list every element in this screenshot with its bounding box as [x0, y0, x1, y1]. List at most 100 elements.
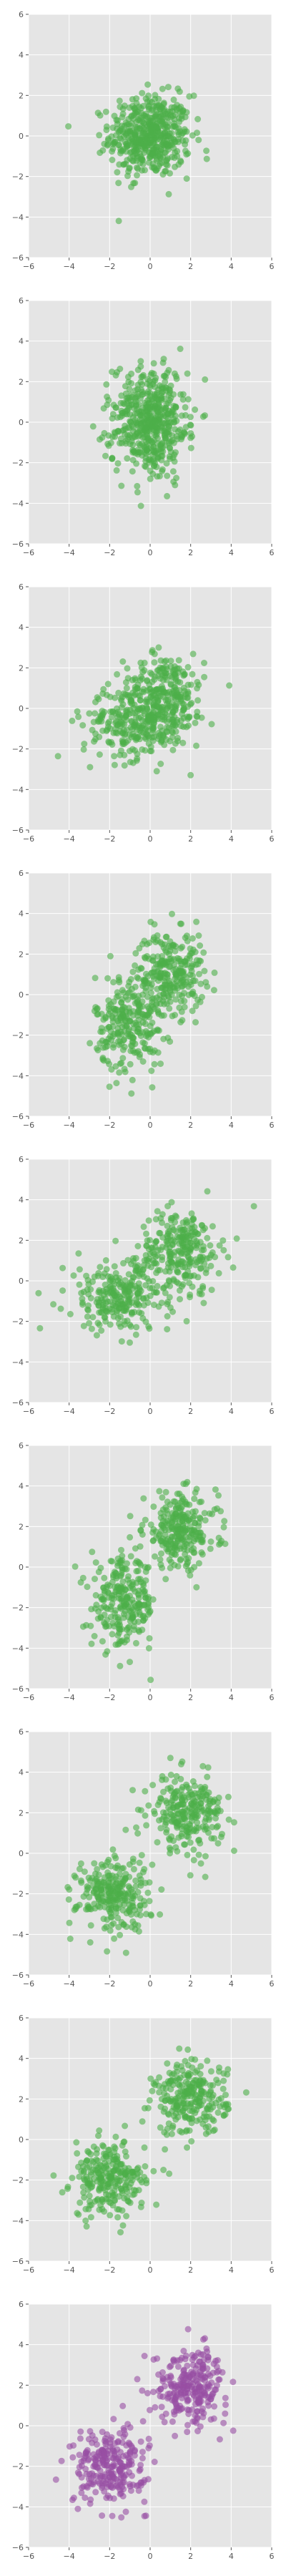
- scatter-point: [133, 95, 140, 102]
- scatter-point: [147, 1677, 154, 1684]
- scatter-point: [150, 1537, 157, 1544]
- scatter-point: [187, 2101, 194, 2108]
- scatter-point: [114, 2214, 122, 2221]
- scatter-point: [136, 1859, 143, 1866]
- scatter-point: [157, 117, 164, 124]
- scatter-point: [169, 432, 176, 439]
- scatter-point: [97, 436, 103, 443]
- scatter-point: [132, 1040, 139, 1048]
- scatter-point: [93, 2150, 100, 2157]
- scatter-point: [204, 1188, 211, 1195]
- scatter-point: [143, 1257, 150, 1264]
- scatter-point: [189, 2108, 196, 2115]
- scatter-point: [208, 1287, 215, 1294]
- scatter-point: [142, 2163, 149, 2170]
- scatter-point: [202, 979, 209, 986]
- scatter-point: [193, 2378, 200, 2385]
- scatter-point: [169, 2418, 176, 2425]
- scatter-point: [172, 449, 179, 456]
- scatter-point: [169, 910, 175, 917]
- scatter-point: [149, 1019, 156, 1026]
- scatter-point: [172, 722, 179, 729]
- scatter-point: [119, 712, 125, 719]
- scatter-point: [133, 109, 140, 115]
- x-tick-label: 0: [148, 2265, 153, 2275]
- scatter-point: [177, 1557, 184, 1563]
- scatter-point: [123, 2212, 130, 2220]
- scatter-point: [164, 1313, 171, 1319]
- scatter-point: [169, 667, 177, 674]
- scatter-point: [163, 460, 170, 467]
- scatter-point: [116, 1638, 123, 1645]
- scatter-point: [199, 413, 207, 420]
- scatter-point: [199, 1284, 207, 1292]
- scatter-point: [165, 2376, 172, 2384]
- scatter-point: [121, 161, 128, 168]
- scatter-point: [162, 379, 169, 386]
- scatter-point: [102, 1257, 109, 1264]
- scatter-point: [149, 151, 157, 158]
- scatter-point: [136, 1284, 143, 1291]
- scatter-point: [197, 1239, 204, 1246]
- x-tick-label: 2: [188, 548, 193, 557]
- scatter-point: [128, 401, 134, 409]
- scatter-point: [114, 169, 121, 176]
- scatter-point: [137, 1266, 144, 1273]
- scatter-point: [139, 2449, 146, 2456]
- scatter-point: [134, 482, 141, 489]
- scatter-point: [112, 433, 119, 440]
- scatter-point: [117, 1931, 124, 1938]
- scatter-point: [127, 2180, 134, 2187]
- scatter-point: [72, 1874, 79, 1881]
- scatter-point: [181, 1003, 188, 1010]
- scatter-point: [102, 1304, 109, 1312]
- scatter-point: [35, 1289, 42, 1297]
- scatter-point: [136, 945, 143, 952]
- scatter-point: [170, 96, 177, 103]
- scatter-point: [194, 960, 202, 967]
- scatter-point: [161, 713, 168, 721]
- scatter-point: [194, 2362, 201, 2368]
- scatter-point: [127, 1513, 134, 1520]
- scatter-point: [164, 1521, 170, 1528]
- scatter-point: [187, 444, 194, 452]
- scatter-point: [96, 751, 103, 758]
- scatter-point: [116, 1619, 123, 1625]
- scatter-point: [142, 2512, 149, 2519]
- scatter-point: [191, 2353, 197, 2361]
- x-tick-label: 0: [148, 1407, 153, 1416]
- scatter-point: [185, 1555, 192, 1562]
- scatter-point: [150, 449, 157, 455]
- x-tick-label: 0: [148, 834, 153, 844]
- scatter-point: [130, 692, 137, 699]
- scatter-point: [162, 1488, 169, 1496]
- scatter-point: [207, 2396, 214, 2403]
- scatter-point: [164, 2060, 171, 2067]
- scatter-point: [142, 1045, 149, 1052]
- scatter-point: [85, 1874, 92, 1881]
- scatter-point: [112, 1015, 119, 1022]
- scatter-point: [104, 1025, 111, 1032]
- scatter-point: [147, 918, 154, 925]
- scatter-point: [160, 356, 167, 363]
- scatter-point: [220, 1523, 227, 1531]
- scatter-point: [222, 2410, 229, 2417]
- y-tick-label: 2: [19, 1236, 24, 1245]
- scatter-point: [172, 996, 179, 1003]
- scatter-point: [118, 1000, 125, 1006]
- scatter-point: [196, 1290, 203, 1297]
- scatter-point: [177, 997, 184, 1005]
- scatter-point: [102, 452, 109, 459]
- scatter-point: [204, 2385, 212, 2392]
- scatter-point: [157, 1229, 164, 1236]
- scatter-point: [150, 1302, 157, 1309]
- scatter-point: [132, 1588, 139, 1595]
- scatter-point: [111, 1292, 118, 1299]
- scatter-point: [192, 2077, 199, 2084]
- scatter-point: [158, 1299, 165, 1307]
- scatter-point: [188, 2138, 195, 2145]
- scatter-point: [156, 2074, 163, 2081]
- scatter-point: [153, 1289, 160, 1296]
